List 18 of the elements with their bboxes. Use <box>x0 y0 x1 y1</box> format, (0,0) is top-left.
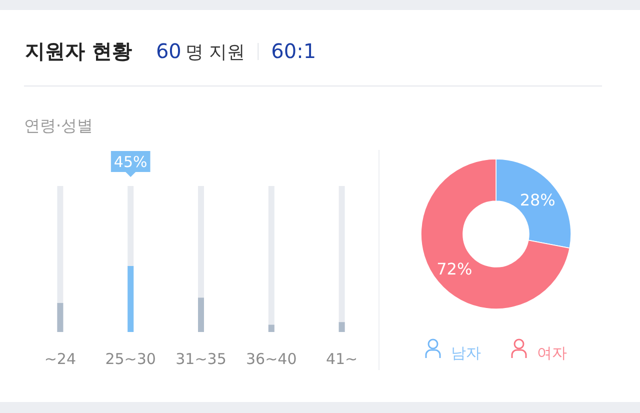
text: 지원자 현황 <box>25 39 132 63</box>
bar <box>268 324 274 332</box>
chart-title: 연령·성별 <box>24 116 94 135</box>
x-tick-label: 25~30 <box>105 350 156 368</box>
bar <box>57 302 64 332</box>
donut-slice <box>420 158 570 310</box>
data-label: 72% <box>436 259 472 278</box>
legend-label: 남자 <box>451 344 481 362</box>
legend-label: 여자 <box>537 344 567 362</box>
x-tick-label: 41~ <box>326 350 358 368</box>
x-tick-label: 36~40 <box>246 350 297 368</box>
bar <box>198 298 204 332</box>
x-tick-label: ~24 <box>44 350 76 368</box>
text: 60:1 <box>271 39 316 63</box>
x-tick-label: 31~35 <box>176 350 226 368</box>
text: 45% <box>114 153 148 171</box>
bar <box>338 322 345 332</box>
data-label: 28% <box>520 190 556 210</box>
